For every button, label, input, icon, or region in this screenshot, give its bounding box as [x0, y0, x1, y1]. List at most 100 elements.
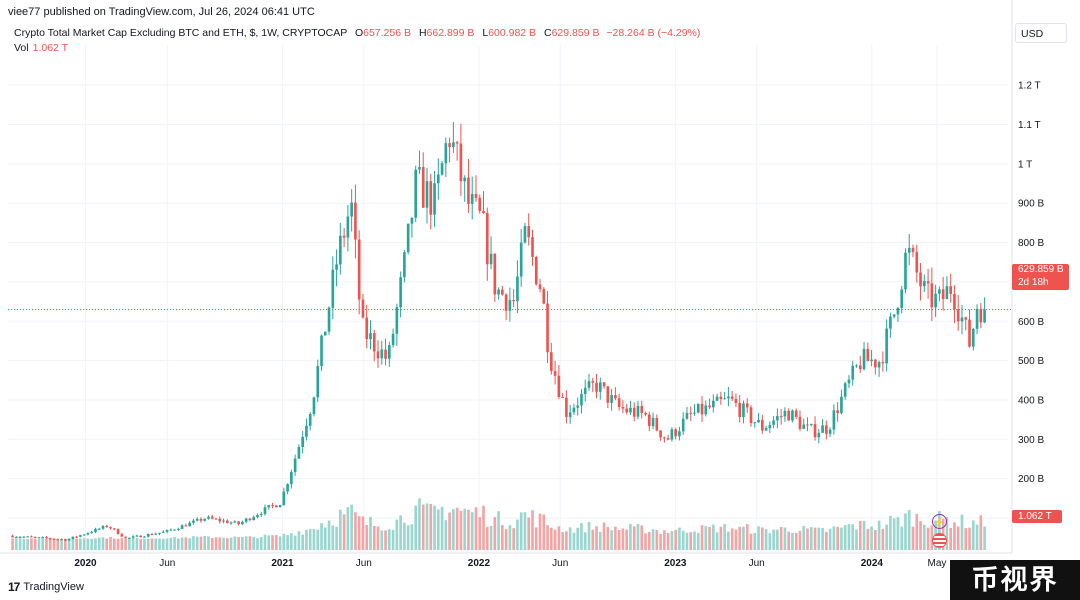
volume-bar	[501, 525, 504, 550]
candle-body	[97, 528, 101, 530]
volume-bar	[565, 531, 568, 550]
candle-body	[655, 417, 659, 431]
candle-body	[866, 348, 870, 362]
volume-bar	[644, 533, 647, 550]
candle-body	[493, 253, 497, 295]
volume-bar	[177, 538, 180, 550]
volume-bar	[33, 539, 37, 550]
candle-body	[855, 365, 858, 367]
volume-bar	[241, 536, 244, 550]
volume-bar	[161, 538, 165, 550]
publish-info: viee77 published on TradingView.com, Jul…	[8, 6, 315, 18]
tradingview-logo[interactable]: 17 TradingView	[8, 580, 84, 594]
candle-body	[45, 537, 48, 539]
candle-body	[71, 536, 75, 539]
candle-body	[553, 371, 557, 376]
candle-body	[403, 252, 406, 278]
site-watermark: 币视界	[950, 560, 1080, 600]
candle-body	[86, 533, 90, 535]
candle-body	[776, 416, 779, 421]
candle-body	[94, 528, 97, 533]
volume-bar	[534, 527, 538, 550]
volume-bar	[94, 538, 97, 550]
candle-body	[350, 202, 353, 217]
currency-button[interactable]: USD	[1015, 23, 1067, 43]
candle-body	[538, 284, 542, 290]
candle-body	[806, 424, 809, 426]
ohlc-open: 657.256 B	[363, 27, 412, 39]
volume-bar	[855, 529, 858, 550]
volume-bar	[45, 538, 48, 550]
volume-bar	[222, 537, 225, 550]
volume-bar	[968, 527, 971, 550]
us-flag-icon[interactable]	[932, 533, 947, 548]
candle-body	[124, 536, 127, 538]
x-tick-label: May	[928, 558, 947, 569]
bolt-icon[interactable]: ⚡	[932, 514, 947, 529]
candle-body	[730, 396, 734, 399]
candle-body	[595, 382, 598, 392]
candle-body	[75, 536, 78, 538]
volume-bar	[218, 537, 222, 550]
candle-body	[938, 289, 941, 294]
candle-body	[900, 289, 904, 308]
candle-body	[226, 520, 229, 524]
volume-label[interactable]: Vol	[14, 42, 29, 54]
time-axis[interactable]: 2020 Jun 2021 Jun 2022 Jun 2023 Jun 2024 May	[0, 552, 1012, 569]
volume-bar	[519, 512, 523, 550]
candle-body	[557, 375, 561, 397]
candle-body	[960, 317, 964, 322]
last-price-value: 629.859 B	[1018, 264, 1064, 275]
candle-body	[629, 407, 632, 413]
candle-body	[169, 529, 173, 531]
volume-bar	[681, 530, 685, 550]
y-tick-label: 500 B	[1018, 356, 1044, 367]
volume-bar	[738, 526, 742, 550]
volume-bar	[874, 529, 877, 550]
volume-bar	[339, 509, 342, 550]
volume-bar	[531, 510, 534, 550]
volume-bar	[112, 538, 116, 550]
candle-body	[18, 537, 22, 539]
candle-body	[813, 424, 817, 438]
volume-bar	[889, 515, 892, 550]
volume-bar	[806, 528, 809, 550]
volume-bar	[312, 528, 316, 550]
volume-bar	[949, 527, 952, 550]
candle-body	[779, 416, 783, 418]
volume-bar	[15, 538, 18, 550]
volume-bar	[907, 510, 911, 550]
candle-body	[519, 242, 523, 277]
candle-body	[843, 383, 847, 397]
candle-body	[598, 382, 602, 392]
volume-bar	[911, 526, 915, 550]
candle-body	[614, 395, 617, 399]
symbol-title[interactable]: Crypto Total Market Cap Excluding BTC an…	[14, 27, 348, 39]
volume-bar	[229, 537, 233, 550]
candle-body	[444, 143, 448, 164]
volume-bar	[320, 523, 323, 550]
volume-bar	[244, 536, 248, 550]
volume-bar	[734, 529, 738, 550]
volume-bar	[930, 525, 934, 550]
candle-body	[120, 534, 124, 537]
candle-body	[964, 317, 968, 320]
volume-bar	[444, 520, 448, 550]
last-price-tag: 629.859 B 2d 18h	[1012, 264, 1069, 290]
volume-bar	[851, 524, 855, 550]
candle-body	[184, 525, 188, 527]
candle-body	[501, 289, 504, 295]
volume-bar	[640, 525, 644, 550]
candle-body	[956, 309, 960, 322]
volume-bar	[892, 518, 896, 550]
volume-bar	[436, 509, 440, 550]
candle-body	[636, 405, 640, 417]
candle-body	[346, 216, 350, 238]
volume-bar	[11, 538, 14, 550]
volume-bar	[448, 512, 451, 550]
candle-body	[146, 534, 150, 537]
y-tick-label: 1.1 T	[1018, 120, 1041, 131]
volume-bar	[953, 522, 956, 550]
